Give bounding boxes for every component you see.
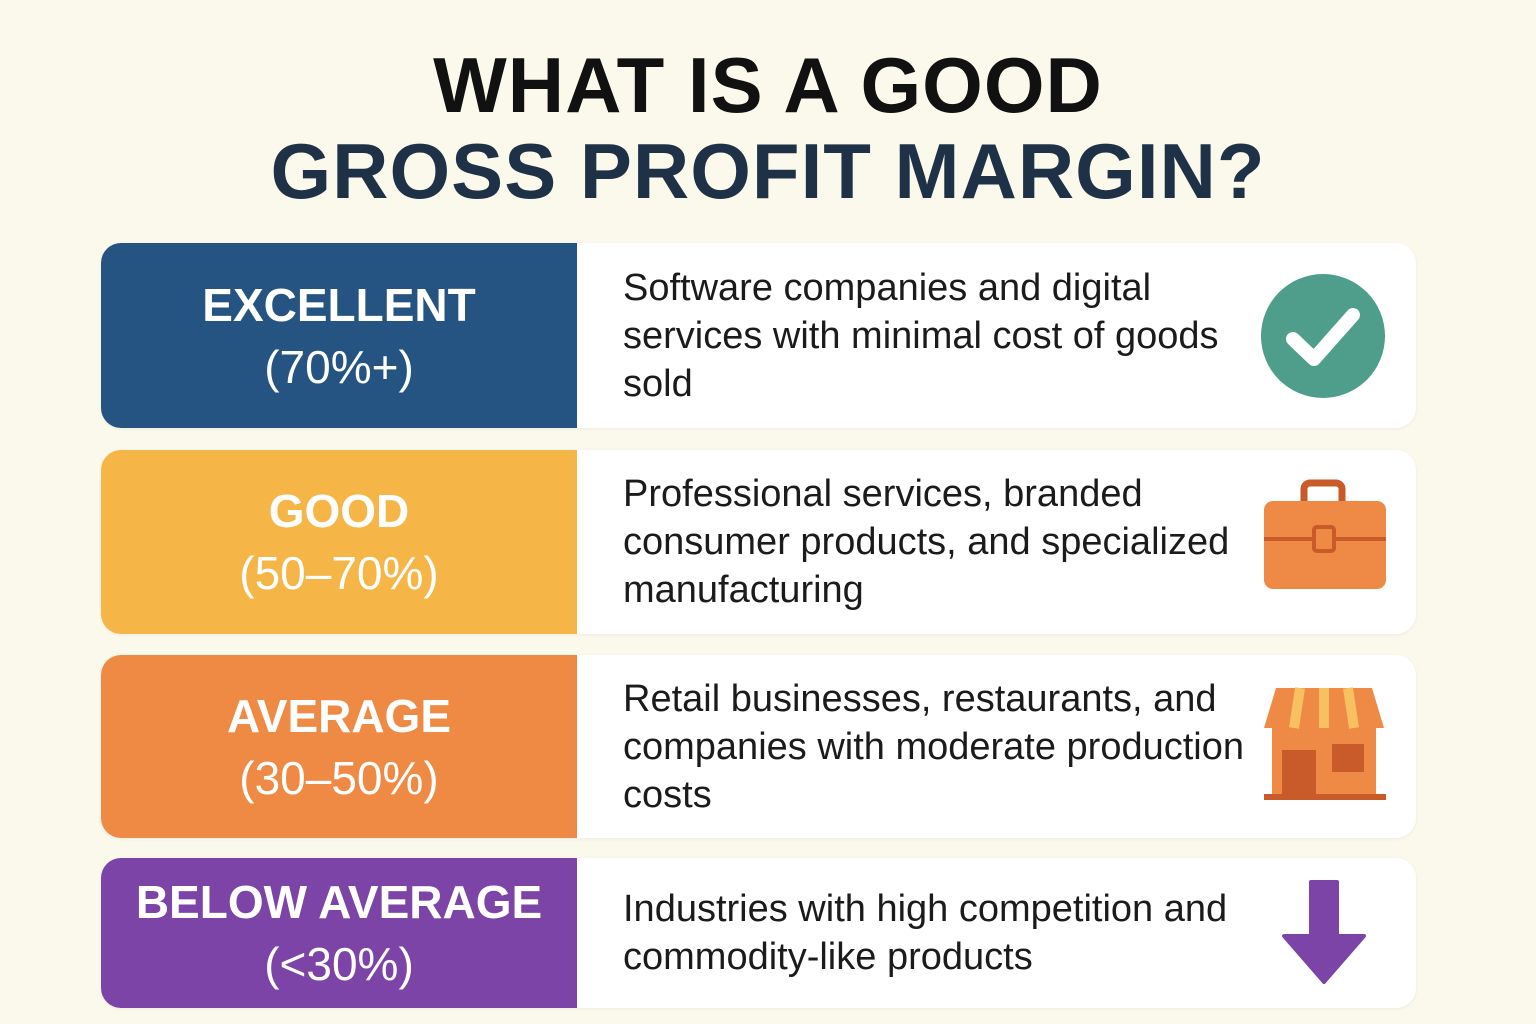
tier-label: BELOW AVERAGE	[135, 876, 543, 928]
tier-description: Software companies and digital services …	[623, 266, 1219, 405]
tier-description: Retail businesses, restaurants, and comp…	[623, 677, 1245, 816]
tier-row: GOOD (50–70%) Professional services, bra…	[101, 450, 1416, 634]
tier-range: (70%+)	[264, 340, 414, 393]
tier-range: (30–50%)	[239, 751, 439, 804]
title-line: WHAT IS A GOOD	[433, 41, 1103, 129]
tier-panel: BELOW AVERAGE (<30%)	[101, 858, 577, 1008]
tier-label: AVERAGE	[226, 689, 452, 742]
tier-panel: EXCELLENT (70%+)	[101, 243, 577, 428]
check-icon	[1261, 273, 1385, 398]
tier-range: (<30%)	[264, 938, 414, 990]
down-arrow-icon	[1282, 880, 1366, 984]
title-line: GROSS PROFIT MARGIN?	[270, 127, 1266, 215]
tier-panel: AVERAGE (30–50%)	[101, 655, 577, 838]
briefcase-icon	[1264, 479, 1386, 589]
tier-description: Industries with high competition and com…	[623, 888, 1228, 978]
store-icon	[1264, 686, 1386, 800]
tier-label: GOOD	[268, 485, 410, 537]
tier-label: EXCELLENT	[202, 278, 476, 331]
tier-description: Professional services, branded consumer …	[623, 473, 1230, 611]
tier-row: AVERAGE (30–50%) Retail businesses, rest…	[101, 655, 1416, 838]
tier-row: BELOW AVERAGE (<30%) Industries with hig…	[101, 858, 1416, 1008]
tier-range: (50–70%)	[239, 547, 439, 599]
tier-panel: GOOD (50–70%)	[101, 450, 577, 634]
tier-row: EXCELLENT (70%+) Software companies and …	[101, 243, 1416, 428]
